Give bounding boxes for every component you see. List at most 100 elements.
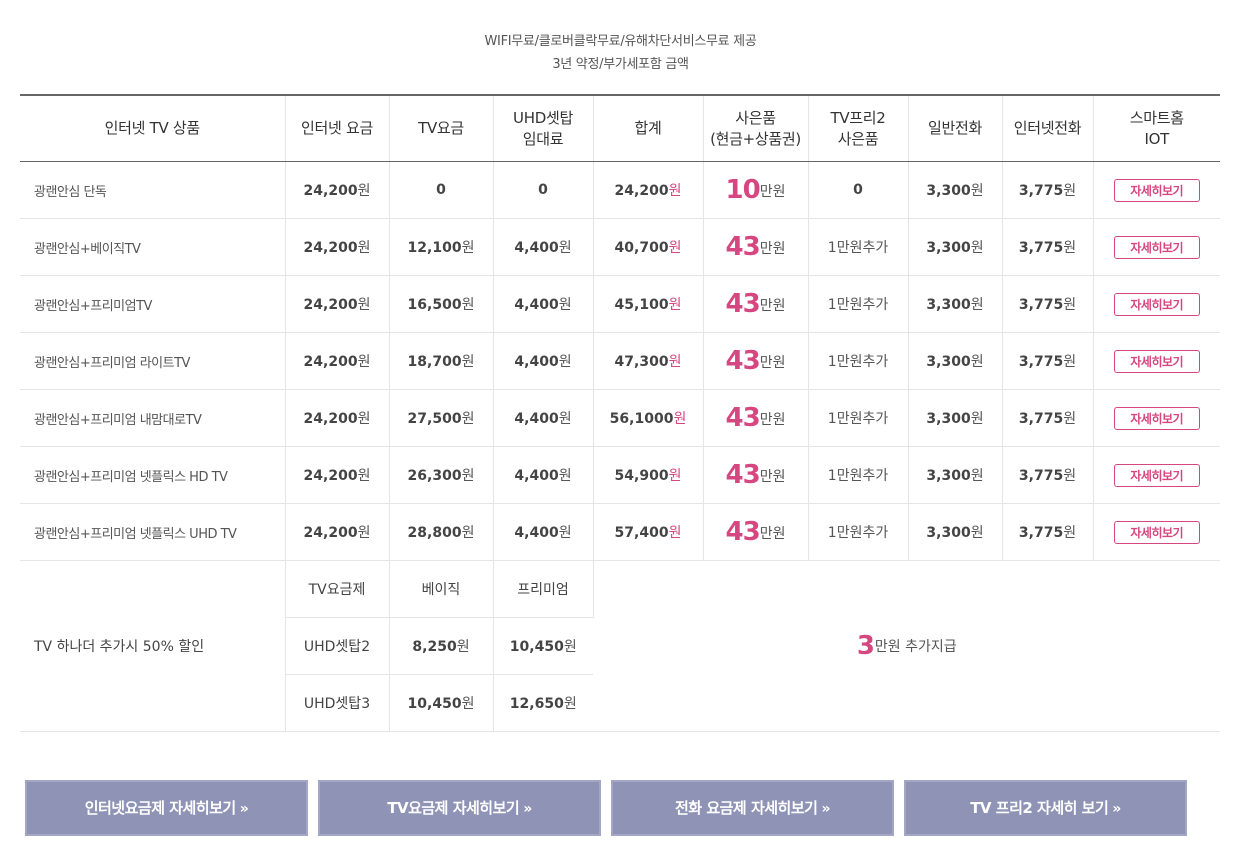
header-row: 인터넷 TV 상품 인터넷 요금 TV요금 UHD셋탑 임대료 합계 사은품 (현금… bbox=[20, 94, 1220, 162]
uhd-rental: 0 bbox=[493, 161, 594, 219]
gift-amount: 43만원 bbox=[703, 389, 809, 447]
product-name: 광랜안심+프리미엄 내맘대로TV bbox=[20, 389, 286, 447]
header-phone: 일반전화 bbox=[908, 94, 1003, 162]
smarthome-cell: 자세히보기 bbox=[1093, 161, 1220, 219]
gift-amount: 43만원 bbox=[703, 503, 809, 561]
double-chevron-right-icon: » bbox=[821, 801, 830, 817]
notice-line-1: WIFI무료/클로버클락무료/유해차단서비스무료 제공 bbox=[484, 34, 757, 49]
smarthome-cell: 자세히보기 bbox=[1093, 332, 1220, 390]
tv-fee: 26,300원 bbox=[389, 446, 494, 504]
total-fee: 45,100원 bbox=[593, 275, 704, 333]
discount-uhd2-label: UHD셋탑2 bbox=[285, 617, 390, 675]
total-fee: 54,900원 bbox=[593, 446, 704, 504]
total-fee: 47,300원 bbox=[593, 332, 704, 390]
internet-fee: 24,200원 bbox=[285, 332, 390, 390]
table-row: 광랜안심+프리미엄 내맘대로TV 24,200원 27,500원 4,400원 56,1… bbox=[20, 389, 1220, 447]
detail-button[interactable]: 자세히보기 bbox=[1113, 349, 1200, 373]
discount-label: TV 하나더 추가시 50% 할인 bbox=[20, 560, 286, 732]
product-name: 광랜안심 단독 bbox=[20, 161, 286, 219]
product-name: 광랜안심+프리미엄TV bbox=[20, 275, 286, 333]
header-smarthome: 스마트홈 IOT bbox=[1093, 94, 1220, 162]
uhd-rental: 4,400원 bbox=[493, 389, 594, 447]
product-name: 광랜안심+프리미엄 넷플릭스 HD TV bbox=[20, 446, 286, 504]
netphone-fee: 3,775원 bbox=[1002, 389, 1094, 447]
tvfree2-detail-button[interactable]: TV 프리2 자세히 보기» bbox=[904, 780, 1187, 836]
bonus-text: 만원 추가지급 bbox=[874, 639, 957, 655]
smarthome-cell: 자세히보기 bbox=[1093, 446, 1220, 504]
notice: WIFI무료/클로버클락무료/유해차단서비스무료 제공 3년 약정/부가세포함 … bbox=[0, 30, 1241, 76]
total-fee: 56,1000원 bbox=[593, 389, 704, 447]
smarthome-cell: 자세히보기 bbox=[1093, 389, 1220, 447]
gift-amount: 43만원 bbox=[703, 218, 809, 276]
gift-amount: 10만원 bbox=[703, 161, 809, 219]
discount-head-basic: 베이직 bbox=[389, 560, 494, 618]
tvfree-gift: 1만원추가 bbox=[808, 218, 909, 276]
discount-uhd2-premium: 10,450원 bbox=[493, 617, 593, 675]
netphone-fee: 3,775원 bbox=[1002, 446, 1094, 504]
gift-amount: 43만원 bbox=[703, 275, 809, 333]
phone-fee: 3,300원 bbox=[908, 161, 1003, 219]
discount-head-plan: TV요금제 bbox=[285, 560, 390, 618]
tvfree-gift: 0 bbox=[808, 161, 909, 219]
discount-uhd3-label: UHD셋탑3 bbox=[285, 674, 390, 732]
discount-row-3: UHD셋탑3 10,450원 12,650원 bbox=[20, 674, 1220, 732]
tv-plan-detail-button[interactable]: TV요금제 자세히보기» bbox=[318, 780, 601, 836]
header-total: 합계 bbox=[593, 94, 704, 162]
discount-uhd3-premium: 12,650원 bbox=[493, 674, 593, 732]
detail-button[interactable]: 자세히보기 bbox=[1113, 292, 1200, 316]
netphone-fee: 3,775원 bbox=[1002, 275, 1094, 333]
double-chevron-right-icon: » bbox=[1112, 801, 1121, 817]
detail-button[interactable]: 자세히보기 bbox=[1113, 235, 1200, 259]
tvfree-gift: 1만원추가 bbox=[808, 446, 909, 504]
pricing-table: 인터넷 TV 상품 인터넷 요금 TV요금 UHD셋탑 임대료 합계 사은품 (현금… bbox=[20, 94, 1220, 732]
detail-button[interactable]: 자세히보기 bbox=[1113, 463, 1200, 487]
bonus-cell: 3만원 추가지급 bbox=[593, 560, 1220, 732]
table-row: 광랜안심+프리미엄TV 24,200원 16,500원 4,400원 45,100원 43… bbox=[20, 275, 1220, 333]
internet-fee: 24,200원 bbox=[285, 218, 390, 276]
detail-button[interactable]: 자세히보기 bbox=[1113, 406, 1200, 430]
smarthome-cell: 자세히보기 bbox=[1093, 275, 1220, 333]
bottom-buttons: 인터넷요금제 자세히보기» TV요금제 자세히보기» 전화 요금제 자세히보기»… bbox=[25, 780, 1205, 836]
discount-head-premium: 프리미엄 bbox=[493, 560, 594, 618]
notice-line-2: 3년 약정/부가세포함 금액 bbox=[552, 57, 689, 72]
uhd-rental: 4,400원 bbox=[493, 218, 594, 276]
discount-uhd2-basic: 8,250원 bbox=[389, 617, 494, 675]
uhd-rental: 4,400원 bbox=[493, 275, 594, 333]
gift-amount: 43만원 bbox=[703, 446, 809, 504]
phone-fee: 3,300원 bbox=[908, 446, 1003, 504]
internet-plan-detail-button[interactable]: 인터넷요금제 자세히보기» bbox=[25, 780, 308, 836]
product-name: 광랜안심+프리미엄 넷플릭스 UHD TV bbox=[20, 503, 286, 561]
gift-amount: 43만원 bbox=[703, 332, 809, 390]
internet-fee: 24,200원 bbox=[285, 275, 390, 333]
bonus-amount: 3 bbox=[856, 631, 875, 661]
smarthome-cell: 자세히보기 bbox=[1093, 503, 1220, 561]
tvfree-gift: 1만원추가 bbox=[808, 275, 909, 333]
total-fee: 57,400원 bbox=[593, 503, 704, 561]
netphone-fee: 3,775원 bbox=[1002, 161, 1094, 219]
double-chevron-right-icon: » bbox=[239, 801, 249, 817]
table-row: 광랜안심+베이직TV 24,200원 12,100원 4,400원 40,700원 43만… bbox=[20, 218, 1220, 276]
table-row: 광랜안심+프리미엄 넷플릭스 UHD TV 24,200원 28,800원 4,400… bbox=[20, 503, 1220, 561]
total-fee: 24,200원 bbox=[593, 161, 704, 219]
uhd-rental: 4,400원 bbox=[493, 446, 594, 504]
discount-row-1: TV 하나더 추가시 50% 할인 TV요금제 베이직 프리미엄 3만원 추가지… bbox=[20, 560, 1220, 732]
netphone-fee: 3,775원 bbox=[1002, 332, 1094, 390]
header-tv-fee: TV요금 bbox=[389, 94, 494, 162]
header-tvfree-gift: TV프리2 사은품 bbox=[808, 94, 909, 162]
double-chevron-right-icon: » bbox=[523, 801, 532, 817]
header-uhd-rental: UHD셋탑 임대료 bbox=[493, 94, 594, 162]
detail-button[interactable]: 자세히보기 bbox=[1113, 178, 1200, 202]
tv-fee: 0 bbox=[389, 161, 494, 219]
header-gift: 사은품 (현금+상품권) bbox=[703, 94, 809, 162]
detail-button[interactable]: 자세히보기 bbox=[1113, 520, 1200, 544]
phone-fee: 3,300원 bbox=[908, 275, 1003, 333]
phone-plan-detail-button[interactable]: 전화 요금제 자세히보기» bbox=[611, 780, 894, 836]
tvfree-gift: 1만원추가 bbox=[808, 389, 909, 447]
tv-fee: 16,500원 bbox=[389, 275, 494, 333]
total-fee: 40,700원 bbox=[593, 218, 704, 276]
phone-fee: 3,300원 bbox=[908, 332, 1003, 390]
tv-fee: 12,100원 bbox=[389, 218, 494, 276]
netphone-fee: 3,775원 bbox=[1002, 503, 1094, 561]
uhd-rental: 4,400원 bbox=[493, 332, 594, 390]
header-internet-fee: 인터넷 요금 bbox=[285, 94, 390, 162]
